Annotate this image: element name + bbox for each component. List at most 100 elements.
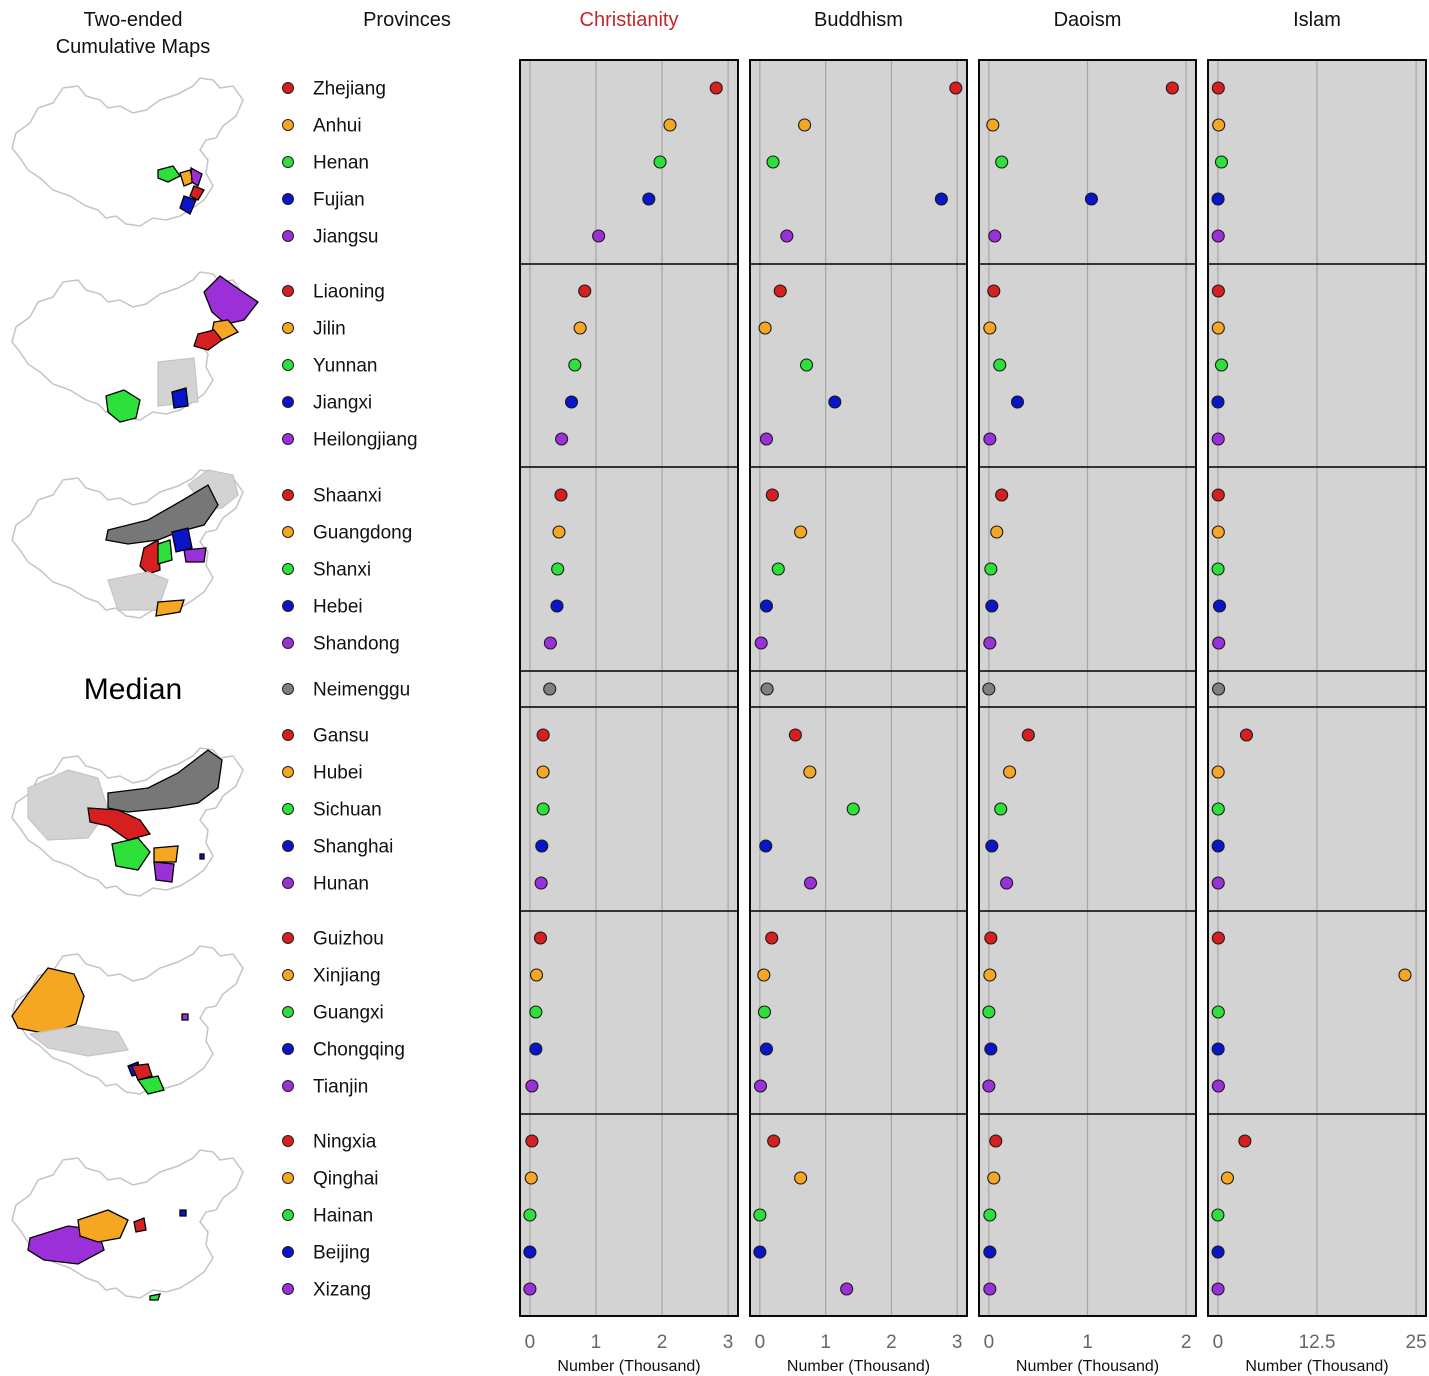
data-point [982, 1005, 996, 1019]
data-point [1211, 1208, 1225, 1222]
data-point [987, 284, 1001, 298]
data-point [995, 155, 1009, 169]
data-point [757, 1005, 772, 1019]
data-point [759, 839, 773, 853]
panel-background [519, 59, 739, 1317]
data-point [760, 682, 774, 696]
x-tick-label: 12.5 [1299, 1332, 1336, 1353]
data-point [1211, 321, 1225, 335]
province-label: Hainan [313, 1206, 373, 1227]
province-label: Shandong [313, 634, 400, 655]
legend-dot [282, 729, 294, 741]
legend-dot [282, 766, 294, 778]
highlighted-province [136, 1075, 165, 1095]
x-axis-label: Number (Thousand) [1245, 1358, 1388, 1375]
data-point [564, 395, 579, 409]
data-point [759, 1042, 773, 1056]
highlighted-province [181, 1013, 189, 1021]
data-point [754, 636, 768, 650]
provinces-header: Provinces [363, 9, 451, 31]
x-tick-label: 1 [591, 1332, 602, 1353]
legend-dot [282, 932, 294, 944]
data-point [767, 1134, 781, 1148]
highlighted-province [179, 1209, 187, 1217]
religion-header-daoism: Daoism [1054, 9, 1122, 31]
province-label: Zhejiang [313, 79, 386, 100]
data-point [780, 229, 794, 243]
province-map-2 [11, 271, 259, 423]
data-point [1211, 488, 1225, 502]
data-point [535, 839, 549, 853]
data-point [985, 599, 999, 613]
data-point [788, 728, 802, 742]
province-label: Shaanxi [313, 486, 382, 507]
data-point [1010, 395, 1025, 409]
neimenggu-province [105, 484, 219, 545]
legend-dot [282, 526, 294, 538]
province-label: Jilin [313, 319, 346, 340]
data-point [1021, 728, 1035, 742]
data-point [543, 682, 557, 696]
data-point [1211, 525, 1225, 539]
data-point [986, 118, 1000, 132]
data-point [536, 728, 550, 742]
data-point [552, 525, 566, 539]
data-point [1211, 1245, 1225, 1259]
panel-border [978, 59, 1197, 1317]
data-point [1212, 118, 1226, 132]
legend-dot [282, 1006, 294, 1018]
data-point [983, 321, 997, 335]
grey-province [157, 357, 199, 407]
data-point [794, 1171, 808, 1185]
data-point [983, 1282, 997, 1296]
column-headers: Two-ended Cumulative Maps Provinces Christi… [56, 9, 1341, 58]
highlighted-province [153, 861, 175, 883]
median-label: Median [84, 673, 182, 706]
data-point [554, 488, 568, 502]
data-point [663, 118, 677, 132]
legend-dot [282, 193, 294, 205]
data-point [642, 192, 656, 206]
legend-dot [282, 637, 294, 649]
highlighted-province [11, 967, 85, 1035]
data-point [773, 284, 787, 298]
data-point [1214, 358, 1229, 372]
data-point [982, 1079, 996, 1093]
data-point [525, 1134, 539, 1148]
data-point [523, 1282, 537, 1296]
data-point [1211, 395, 1225, 409]
legend-dot [282, 396, 294, 408]
data-point [573, 321, 587, 335]
x-tick-label: 3 [952, 1332, 963, 1353]
x-tick-label: 25 [1406, 1332, 1427, 1353]
data-point [1239, 728, 1253, 742]
x-axis-label: Number (Thousand) [787, 1358, 930, 1375]
data-point [1211, 562, 1225, 576]
panel-border [519, 59, 739, 1317]
data-point [1211, 284, 1225, 298]
legend-dot [282, 359, 294, 371]
legend-dot [282, 230, 294, 242]
data-point [536, 802, 550, 816]
x-tick-label: 0 [525, 1332, 536, 1353]
highlighted-province [87, 807, 152, 841]
province-label: Hunan [313, 874, 369, 895]
data-point [983, 1245, 997, 1259]
province-map-3 [11, 469, 244, 619]
data-point [534, 876, 548, 890]
province-label: Xizang [313, 1280, 371, 1301]
data-point [798, 118, 812, 132]
data-point [984, 931, 998, 945]
highlighted-province [155, 599, 185, 617]
data-point [803, 765, 817, 779]
province-label: Hebei [313, 597, 363, 618]
x-tick-label: 1 [820, 1332, 831, 1353]
data-point [1211, 802, 1225, 816]
data-point [828, 395, 842, 409]
panel-buddhism: 0 1 2 3 Number (Thousand) [749, 59, 968, 1375]
data-point [1212, 636, 1226, 650]
province-label: Jiangsu [313, 227, 379, 248]
x-tick-label: 0 [755, 1332, 766, 1353]
data-point [753, 1245, 767, 1259]
